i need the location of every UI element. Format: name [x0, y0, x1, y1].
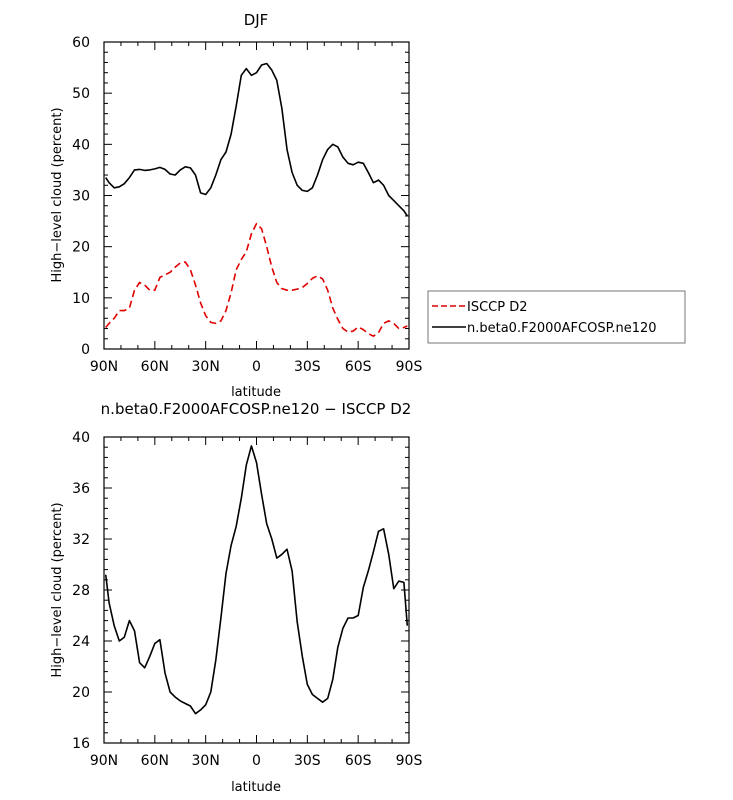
x-axis-label: latitude	[231, 780, 281, 795]
y-axis-label: High−level cloud (percent)	[50, 502, 65, 677]
chart-title: n.beta0.F2000AFCOSP.ne120 − ISCCP D2	[101, 400, 412, 418]
y-tick-label: 30	[72, 189, 90, 205]
y-tick-label: 24	[72, 634, 90, 650]
axis-ticks: 90N 60N 30N 0 30S 60S 90S 16 20 24 28 32 36 40	[72, 430, 422, 769]
plot-frame	[103, 436, 410, 744]
chart-series	[105, 62, 408, 338]
x-tick-label: 30S	[294, 359, 321, 375]
y-tick-label: 36	[72, 481, 90, 497]
x-tick-label: 30S	[294, 753, 321, 769]
x-tick-label: 60N	[141, 753, 169, 769]
x-tick-label: 90N	[90, 753, 118, 769]
series-line	[104, 445, 409, 715]
plot-frame	[103, 41, 410, 350]
y-tick-label: 32	[72, 532, 90, 548]
y-tick-label: 20	[72, 240, 90, 256]
x-tick-label: 60S	[345, 753, 372, 769]
legend-box	[427, 290, 686, 344]
x-tick-label: 0	[252, 359, 261, 375]
series-line	[105, 222, 408, 338]
x-tick-label: 60N	[141, 359, 169, 375]
series-line	[105, 62, 408, 217]
y-axis-label: High−level cloud (percent)	[50, 107, 65, 282]
y-tick-label: 10	[72, 291, 90, 307]
legend-label-isccp: ISCCP D2	[467, 300, 528, 315]
x-tick-label: 30N	[192, 359, 220, 375]
legend-label-model: n.beta0.F2000AFCOSP.ne120	[467, 321, 657, 336]
y-tick-label: 16	[72, 736, 90, 752]
y-tick-label: 0	[81, 342, 90, 358]
x-tick-label: 60S	[345, 359, 372, 375]
x-tick-label: 90S	[396, 359, 423, 375]
chart-legend: ISCCP D2 n.beta0.F2000AFCOSP.ne120	[427, 290, 686, 344]
chart-series	[104, 445, 409, 715]
x-tick-label: 30N	[192, 753, 220, 769]
x-tick-label: 90S	[396, 753, 423, 769]
axis-ticks: 90N 60N 30N 0 30S 60S 90S 0 10 20 30 40 50 60	[72, 35, 422, 375]
y-tick-label: 40	[72, 430, 90, 446]
y-tick-label: 28	[72, 583, 90, 599]
y-tick-label: 20	[72, 685, 90, 701]
chart-djf: DJF latitude High−level cloud (percent) …	[50, 11, 686, 400]
x-tick-label: 90N	[90, 359, 118, 375]
y-tick-label: 60	[72, 35, 90, 51]
y-tick-label: 50	[72, 86, 90, 102]
chart-difference: n.beta0.F2000AFCOSP.ne120 − ISCCP D2 lat…	[50, 400, 422, 795]
y-tick-label: 40	[72, 137, 90, 153]
x-tick-label: 0	[252, 753, 261, 769]
chart-title: DJF	[244, 11, 269, 29]
x-axis-label: latitude	[231, 385, 281, 400]
